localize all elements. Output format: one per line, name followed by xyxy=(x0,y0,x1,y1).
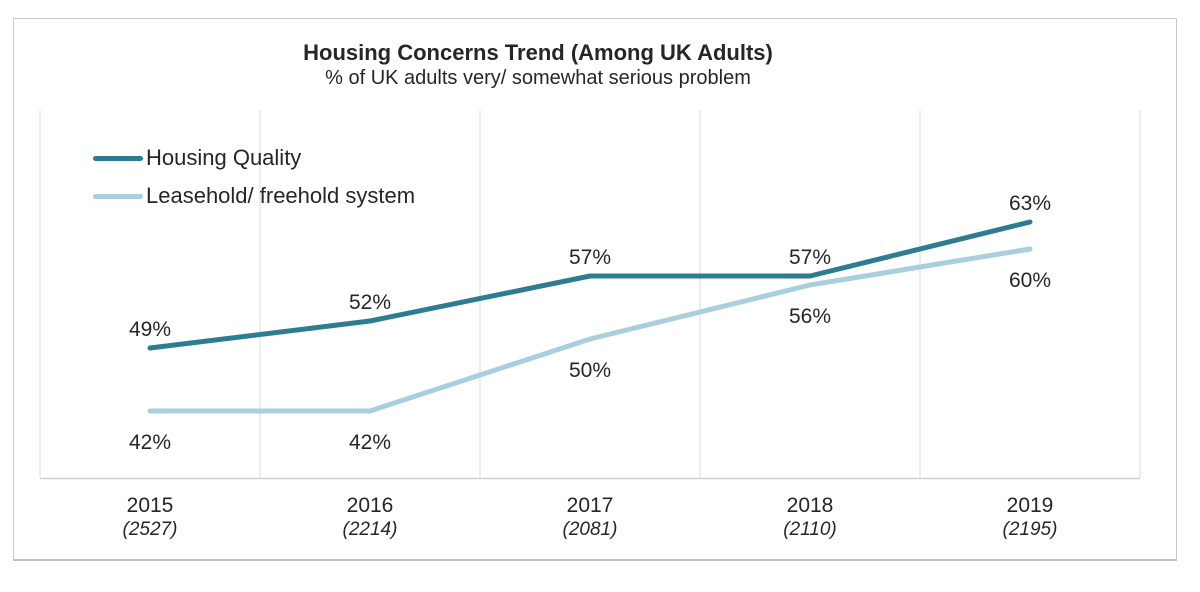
series-lines xyxy=(147,219,1033,414)
chart-card xyxy=(13,18,1177,561)
sample-size-label: (2527) xyxy=(122,519,178,540)
data-label-2016-series0: 52% xyxy=(348,291,392,314)
legend-line-swatch-leasehold-freehold xyxy=(93,193,143,199)
year-label: 2017 xyxy=(566,494,614,517)
year-label: 2018 xyxy=(786,494,834,517)
data-label-2019-series1: 60% xyxy=(1008,269,1052,292)
data-label-2017-series1: 50% xyxy=(568,359,612,382)
legend-item-leasehold-freehold: Leasehold/ freehold system xyxy=(93,183,415,209)
data-label-2018-series1: 56% xyxy=(788,305,832,328)
sample-size-label: (2110) xyxy=(783,519,837,540)
series-line-leasehold-freehold-system xyxy=(147,246,1033,414)
sample-size-label: (2195) xyxy=(1002,519,1058,540)
sample-size-label: (2081) xyxy=(562,519,618,540)
year-label: 2016 xyxy=(346,494,394,517)
legend-label-leasehold-freehold: Leasehold/ freehold system xyxy=(146,183,416,208)
year-label: 2015 xyxy=(126,494,174,517)
vertical-gridlines xyxy=(39,110,1141,478)
legend-label-housing-quality: Housing Quality xyxy=(146,145,302,170)
sample-size-label: (2214) xyxy=(342,519,398,540)
legend: Housing Quality Leasehold/ freehold syst… xyxy=(93,145,415,221)
x-axis-label-2019: 2019 (2195) xyxy=(945,493,1115,542)
x-axis-label-2017: 2017 (2081) xyxy=(505,493,675,542)
data-label-2017-series0: 57% xyxy=(568,246,612,269)
legend-line-swatch-housing-quality xyxy=(93,155,143,161)
data-label-2019-series0: 63% xyxy=(1008,192,1052,215)
year-label: 2019 xyxy=(1006,494,1054,517)
series-line-housing-quality xyxy=(147,219,1033,351)
data-label-2015-series1: 42% xyxy=(128,431,172,454)
data-label-2018-series0: 57% xyxy=(788,246,832,269)
x-axis-label-2015: 2015 (2527) xyxy=(65,493,235,542)
data-label-2015-series0: 49% xyxy=(128,318,172,341)
data-label-2016-series1: 42% xyxy=(348,431,392,454)
x-axis-label-2018: 2018 (2110) xyxy=(725,493,895,542)
x-axis-label-2016: 2016 (2214) xyxy=(285,493,455,542)
legend-item-housing-quality: Housing Quality xyxy=(93,145,415,171)
